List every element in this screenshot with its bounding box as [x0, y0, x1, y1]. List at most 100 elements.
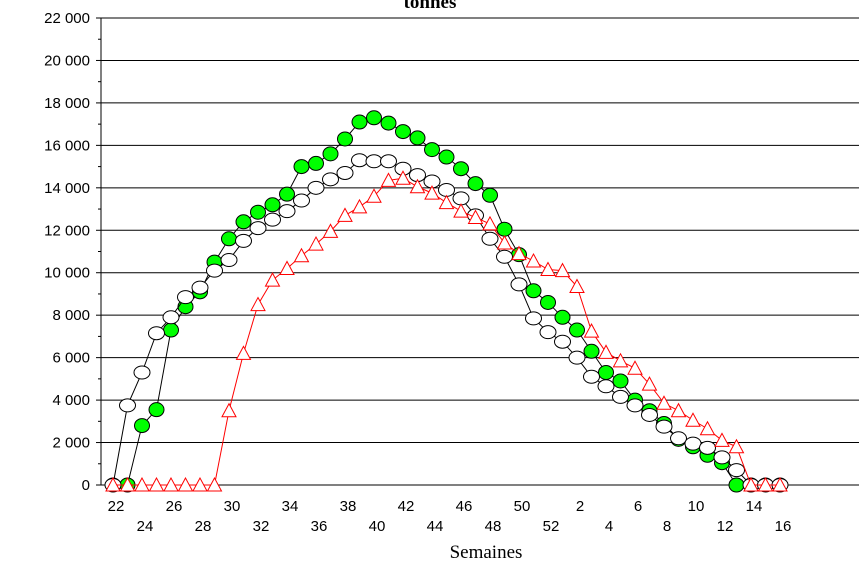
data-point — [133, 365, 151, 380]
data-point — [540, 294, 556, 310]
data-point — [177, 476, 194, 492]
data-point — [424, 142, 440, 158]
series-circle-open — [104, 153, 789, 492]
x-tick-label: 24 — [137, 518, 154, 535]
data-point — [177, 290, 194, 305]
data-point — [627, 360, 643, 375]
x-tick-label: 30 — [224, 498, 241, 515]
data-point — [250, 296, 266, 312]
data-point — [525, 252, 542, 268]
data-point — [307, 180, 325, 195]
data-point — [612, 389, 629, 404]
data-point — [409, 178, 426, 194]
x-tick-label: 12 — [717, 518, 734, 535]
data-point — [409, 130, 426, 146]
data-point — [395, 124, 411, 140]
data-point — [699, 440, 716, 455]
data-point — [380, 115, 397, 131]
x-tick-label: 28 — [195, 518, 212, 535]
data-point — [119, 398, 136, 413]
x-tick-label: 8 — [663, 518, 671, 535]
data-point — [656, 395, 672, 410]
data-point — [134, 418, 150, 434]
y-tick-label: 8 000 — [52, 307, 90, 324]
data-point — [743, 476, 759, 492]
x-tick-label: 16 — [775, 518, 792, 535]
x-tick-label: 32 — [253, 518, 270, 535]
data-point — [380, 154, 397, 169]
data-point — [264, 212, 281, 227]
data-point — [351, 198, 368, 214]
data-point — [670, 431, 687, 446]
data-point — [569, 322, 585, 338]
data-point — [264, 197, 281, 213]
data-point — [583, 323, 600, 338]
data-point — [148, 402, 165, 418]
data-point — [568, 350, 586, 365]
x-tick-label: 2 — [576, 498, 584, 515]
data-point — [293, 193, 310, 208]
data-point — [583, 343, 600, 359]
data-point — [279, 186, 295, 202]
chart-title: tonnes — [404, 0, 457, 13]
y-tick-label: 6 000 — [52, 350, 90, 367]
data-point — [191, 280, 209, 295]
data-point — [641, 407, 658, 422]
data-point — [453, 203, 469, 218]
x-axis: 2224262830323436384042444648505224681012… — [101, 484, 859, 535]
x-tick-label: 6 — [634, 498, 642, 515]
data-point — [684, 436, 702, 451]
data-point — [337, 207, 353, 222]
x-tick-label: 52 — [543, 518, 560, 535]
data-point — [424, 185, 440, 200]
data-point — [337, 131, 353, 147]
data-point — [467, 176, 484, 192]
data-point — [163, 322, 179, 338]
data-point — [626, 398, 644, 413]
data-point — [395, 170, 411, 185]
data-point — [220, 252, 238, 267]
data-point — [279, 260, 295, 275]
data-point — [496, 234, 513, 250]
data-point — [148, 326, 165, 341]
data-point — [583, 369, 600, 384]
data-point — [496, 249, 513, 264]
x-tick-label: 38 — [340, 498, 357, 515]
x-tick-label: 14 — [746, 498, 763, 515]
data-point — [206, 263, 223, 278]
data-point — [308, 155, 324, 171]
data-point — [525, 283, 542, 299]
x-tick-label: 50 — [514, 498, 531, 515]
x-tick-label: 46 — [456, 498, 473, 515]
y-axis: 0 2 000 4 000 6 000 8 000 10 000 12 000 14 000 1… — [44, 10, 102, 494]
x-tick-label: 44 — [427, 518, 444, 535]
y-tick-label: 22 000 — [44, 10, 90, 27]
data-point — [452, 191, 470, 206]
data-point — [569, 278, 585, 294]
data-point — [366, 188, 382, 203]
data-point — [670, 402, 687, 418]
x-tick-label: 22 — [108, 498, 125, 515]
data-point — [351, 153, 368, 168]
data-point — [598, 344, 614, 359]
data-point — [235, 345, 252, 360]
data-point — [134, 476, 150, 492]
data-point — [612, 373, 629, 389]
data-point — [438, 194, 455, 210]
data-point — [322, 223, 339, 238]
data-point — [699, 420, 716, 436]
data-point — [685, 412, 701, 427]
data-point — [728, 438, 745, 454]
x-tick-label: 36 — [311, 518, 328, 535]
data-point — [336, 165, 354, 180]
data-point — [757, 476, 774, 492]
data-point — [162, 310, 180, 325]
y-tick-label: 14 000 — [44, 180, 90, 197]
y-tick-label: 20 000 — [44, 52, 90, 69]
data-point — [597, 379, 615, 394]
data-point — [554, 262, 571, 278]
y-tick-label: 10 000 — [44, 265, 90, 282]
y-tick-label: 12 000 — [44, 222, 90, 239]
data-point — [598, 364, 614, 380]
